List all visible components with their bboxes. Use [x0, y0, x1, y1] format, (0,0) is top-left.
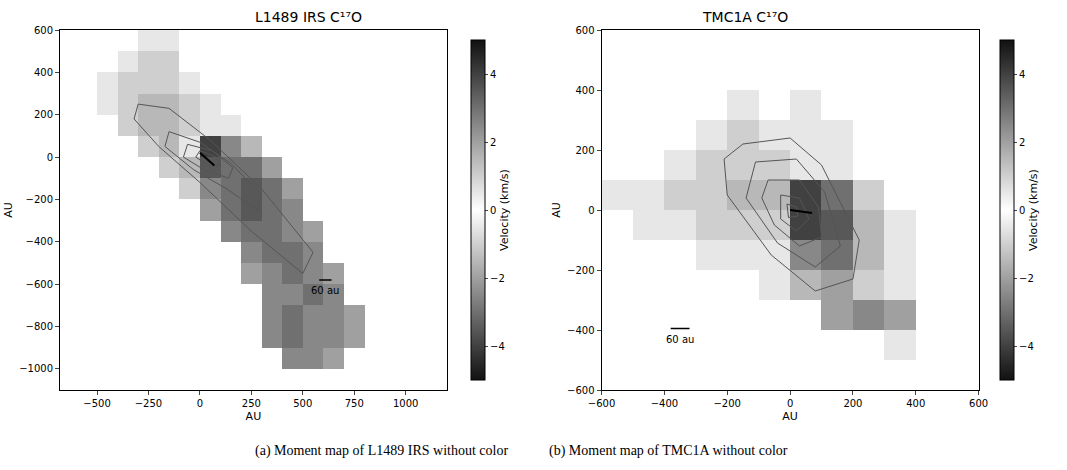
svg-text:0: 0	[1019, 205, 1025, 216]
svg-text:2: 2	[1019, 137, 1025, 148]
svg-text:600: 600	[969, 398, 988, 409]
svg-text:0: 0	[47, 152, 53, 163]
svg-text:200: 200	[575, 145, 594, 156]
svg-text:750: 750	[345, 398, 364, 409]
svg-text:−250: −250	[135, 398, 162, 409]
svg-text:2: 2	[490, 137, 496, 148]
svg-text:AU: AU	[246, 410, 262, 423]
svg-text:Velocity (km/s): Velocity (km/s)	[1027, 169, 1040, 251]
svg-text:−600: −600	[567, 385, 594, 396]
svg-text:−200: −200	[713, 398, 740, 409]
svg-text:250: 250	[242, 398, 261, 409]
svg-text:400: 400	[906, 398, 925, 409]
svg-text:−1000: −1000	[19, 363, 53, 374]
svg-text:200: 200	[34, 109, 53, 120]
svg-text:(a) Moment map of L1489 IRS wi: (a) Moment map of L1489 IRS without colo…	[255, 443, 508, 459]
svg-text:−400: −400	[26, 236, 53, 247]
svg-text:0: 0	[490, 205, 496, 216]
svg-text:−4: −4	[1019, 341, 1034, 352]
svg-text:400: 400	[34, 67, 53, 78]
svg-text:−500: −500	[83, 398, 110, 409]
svg-text:(b) Moment map of TMC1A withou: (b) Moment map of TMC1A without color	[549, 443, 788, 459]
svg-text:TMC1A C¹⁷O: TMC1A C¹⁷O	[702, 9, 788, 25]
svg-text:600: 600	[575, 25, 594, 36]
svg-text:L1489 IRS C¹⁷O: L1489 IRS C¹⁷O	[255, 9, 362, 25]
svg-text:AU: AU	[782, 410, 798, 423]
svg-text:60 au: 60 au	[311, 285, 339, 296]
svg-text:−4: −4	[490, 341, 505, 352]
svg-text:AU: AU	[550, 202, 563, 218]
svg-text:−800: −800	[26, 321, 53, 332]
svg-text:0: 0	[588, 205, 594, 216]
svg-text:−600: −600	[26, 279, 53, 290]
svg-text:4: 4	[1019, 69, 1025, 80]
svg-text:−2: −2	[1019, 273, 1034, 284]
svg-text:500: 500	[293, 398, 312, 409]
svg-text:4: 4	[490, 69, 496, 80]
svg-text:−400: −400	[567, 325, 594, 336]
svg-text:Velocity (km/s): Velocity (km/s)	[498, 169, 511, 251]
svg-text:0: 0	[787, 398, 793, 409]
svg-text:−200: −200	[567, 265, 594, 276]
svg-text:600: 600	[34, 25, 53, 36]
svg-text:1000: 1000	[393, 398, 418, 409]
svg-text:400: 400	[575, 85, 594, 96]
svg-text:AU: AU	[2, 202, 15, 218]
svg-text:−600: −600	[588, 398, 615, 409]
svg-text:−400: −400	[651, 398, 678, 409]
svg-text:60 au: 60 au	[666, 334, 694, 345]
svg-text:0: 0	[197, 398, 203, 409]
svg-text:−2: −2	[490, 273, 505, 284]
svg-text:200: 200	[843, 398, 862, 409]
svg-text:−200: −200	[26, 194, 53, 205]
